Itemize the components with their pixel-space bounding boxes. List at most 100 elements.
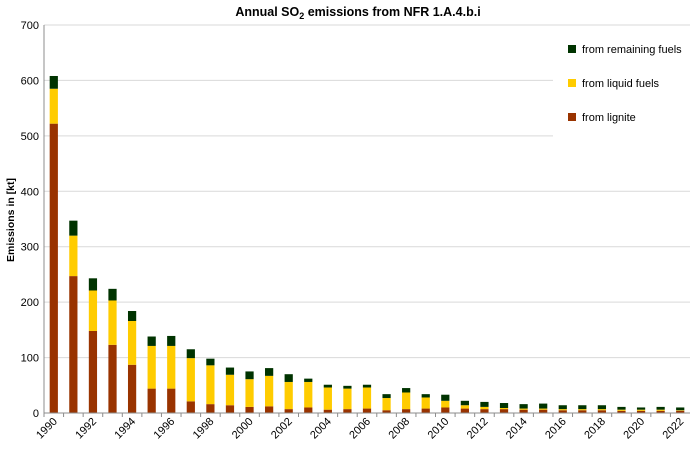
- bar-from-lignite-2011: [460, 408, 469, 413]
- bar-from-liquid-fuels-1996: [167, 345, 176, 389]
- x-axis-tick-marks: [43, 413, 671, 417]
- bar-from-lignite-2000: [245, 406, 254, 413]
- bar-from-remaining-fuels-2022: [676, 407, 685, 411]
- bar-from-liquid-fuels-2001: [265, 375, 274, 407]
- y-tick-label: 400: [21, 186, 39, 198]
- legend-label-liquid-fuels: from liquid fuels: [582, 78, 660, 90]
- bar-from-lignite-2002: [284, 409, 293, 413]
- bar-from-lignite-2013: [499, 409, 509, 413]
- bar-from-lignite-1991: [69, 276, 78, 413]
- bar-from-remaining-fuels-2013: [499, 403, 509, 409]
- bar-from-remaining-fuels-1995: [147, 336, 156, 346]
- bar-from-lignite-1997: [186, 401, 195, 413]
- bar-from-liquid-fuels-2004: [323, 387, 332, 410]
- bar-from-lignite-1992: [88, 330, 98, 413]
- bar-from-liquid-fuels-1994: [127, 320, 137, 365]
- y-axis-ticks: 0 100 200 300 400 500 600 700: [21, 20, 39, 420]
- bar-from-remaining-fuels-2009: [421, 394, 430, 398]
- y-axis-label: Emissions in [kt]: [5, 178, 17, 262]
- bar-from-lignite-2021: [656, 410, 665, 413]
- bar-from-remaining-fuels-1991: [69, 220, 78, 236]
- bar-from-liquid-fuels-1998: [206, 365, 215, 405]
- bar-from-lignite-2016: [558, 410, 567, 413]
- bar-from-remaining-fuels-2017: [578, 405, 587, 410]
- bar-from-remaining-fuels-1990: [49, 75, 58, 89]
- bar-from-lignite-1999: [225, 405, 235, 413]
- bar-from-liquid-fuels-2018: [597, 409, 607, 411]
- bar-from-remaining-fuels-2011: [460, 400, 469, 406]
- bar-from-lignite-2009: [421, 408, 430, 413]
- bar-from-liquid-fuels-1992: [88, 290, 98, 331]
- bar-from-lignite-2001: [265, 406, 274, 413]
- bars: [49, 75, 685, 413]
- bar-from-lignite-2003: [304, 407, 313, 413]
- bar-from-lignite-2004: [323, 409, 332, 413]
- y-tick-label: 200: [21, 297, 39, 309]
- bar-from-liquid-fuels-2008: [402, 392, 411, 410]
- chart-title-subscript: 2: [299, 11, 304, 21]
- bar-from-remaining-fuels-2021: [656, 406, 665, 410]
- bar-from-remaining-fuels-2001: [265, 368, 274, 376]
- bar-from-remaining-fuels-2015: [539, 403, 548, 409]
- bar-from-lignite-1995: [147, 388, 156, 413]
- bar-from-liquid-fuels-2017: [578, 409, 587, 411]
- bar-from-lignite-1996: [167, 388, 176, 413]
- legend-swatch-lignite: [568, 113, 576, 121]
- bar-from-liquid-fuels-2011: [460, 405, 469, 409]
- bar-from-lignite-1990: [49, 123, 58, 413]
- bar-from-lignite-2015: [539, 409, 548, 413]
- bar-from-liquid-fuels-2019: [617, 409, 626, 411]
- bar-from-liquid-fuels-1993: [108, 300, 117, 345]
- bar-from-remaining-fuels-1999: [225, 367, 235, 375]
- bar-from-liquid-fuels-2005: [343, 388, 352, 410]
- y-tick-label: 0: [33, 408, 39, 420]
- legend-label-remaining-fuels: from remaining fuels: [582, 44, 682, 56]
- bar-from-lignite-2012: [480, 409, 489, 413]
- bar-from-liquid-fuels-2009: [421, 397, 430, 409]
- bar-from-liquid-fuels-1991: [69, 235, 78, 277]
- bar-from-lignite-1993: [108, 344, 117, 413]
- bar-from-remaining-fuels-2004: [323, 384, 332, 388]
- legend-label-lignite: from lignite: [582, 112, 636, 124]
- bar-from-remaining-fuels-2018: [597, 405, 607, 410]
- chart-title: Annual SO2 emissions from NFR 1.A.4.b.i: [235, 5, 480, 21]
- bar-from-liquid-fuels-2015: [539, 408, 548, 410]
- bar-from-remaining-fuels-2020: [636, 407, 646, 410]
- bar-from-liquid-fuels-2000: [245, 379, 254, 407]
- legend-swatch-liquid-fuels: [568, 79, 576, 87]
- y-tick-label: 500: [21, 131, 39, 143]
- bar-from-remaining-fuels-2000: [245, 371, 254, 380]
- bar-from-remaining-fuels-1994: [127, 311, 137, 321]
- bar-from-liquid-fuels-2006: [362, 387, 372, 409]
- bar-from-lignite-1998: [206, 404, 215, 413]
- bar-from-lignite-2017: [578, 410, 587, 413]
- bar-from-lignite-2014: [519, 409, 528, 413]
- bar-from-remaining-fuels-2010: [441, 394, 450, 401]
- gridlines: [44, 24, 690, 359]
- bar-from-remaining-fuels-2019: [617, 406, 626, 410]
- bar-from-lignite-2018: [597, 410, 607, 413]
- legend: from remaining fuels from liquid fuels f…: [553, 34, 691, 144]
- bar-from-lignite-2006: [362, 408, 372, 413]
- bar-from-remaining-fuels-2014: [519, 404, 528, 409]
- y-tick-label: 700: [21, 20, 39, 32]
- bar-from-liquid-fuels-1999: [225, 374, 235, 406]
- bar-from-remaining-fuels-2008: [402, 388, 411, 393]
- bar-from-remaining-fuels-1996: [167, 335, 176, 346]
- bar-from-liquid-fuels-2002: [284, 381, 293, 410]
- bar-from-lignite-2019: [617, 410, 626, 413]
- bar-from-remaining-fuels-1993: [108, 288, 117, 301]
- bar-from-liquid-fuels-2016: [558, 409, 567, 411]
- bar-from-liquid-fuels-2013: [499, 408, 509, 410]
- bar-from-remaining-fuels-1998: [206, 358, 215, 366]
- bar-from-liquid-fuels-2007: [382, 398, 391, 411]
- chart-title-suffix: emissions from NFR 1.A.4.b.i: [304, 5, 480, 19]
- y-tick-label: 600: [21, 75, 39, 87]
- bar-from-remaining-fuels-2005: [343, 385, 352, 389]
- y-tick-label: 100: [21, 353, 39, 365]
- bar-from-liquid-fuels-2022: [676, 410, 685, 411]
- bar-from-remaining-fuels-2012: [480, 401, 489, 407]
- bar-from-remaining-fuels-1997: [186, 349, 195, 359]
- bar-from-remaining-fuels-2006: [362, 384, 372, 388]
- bar-from-liquid-fuels-2010: [441, 400, 450, 408]
